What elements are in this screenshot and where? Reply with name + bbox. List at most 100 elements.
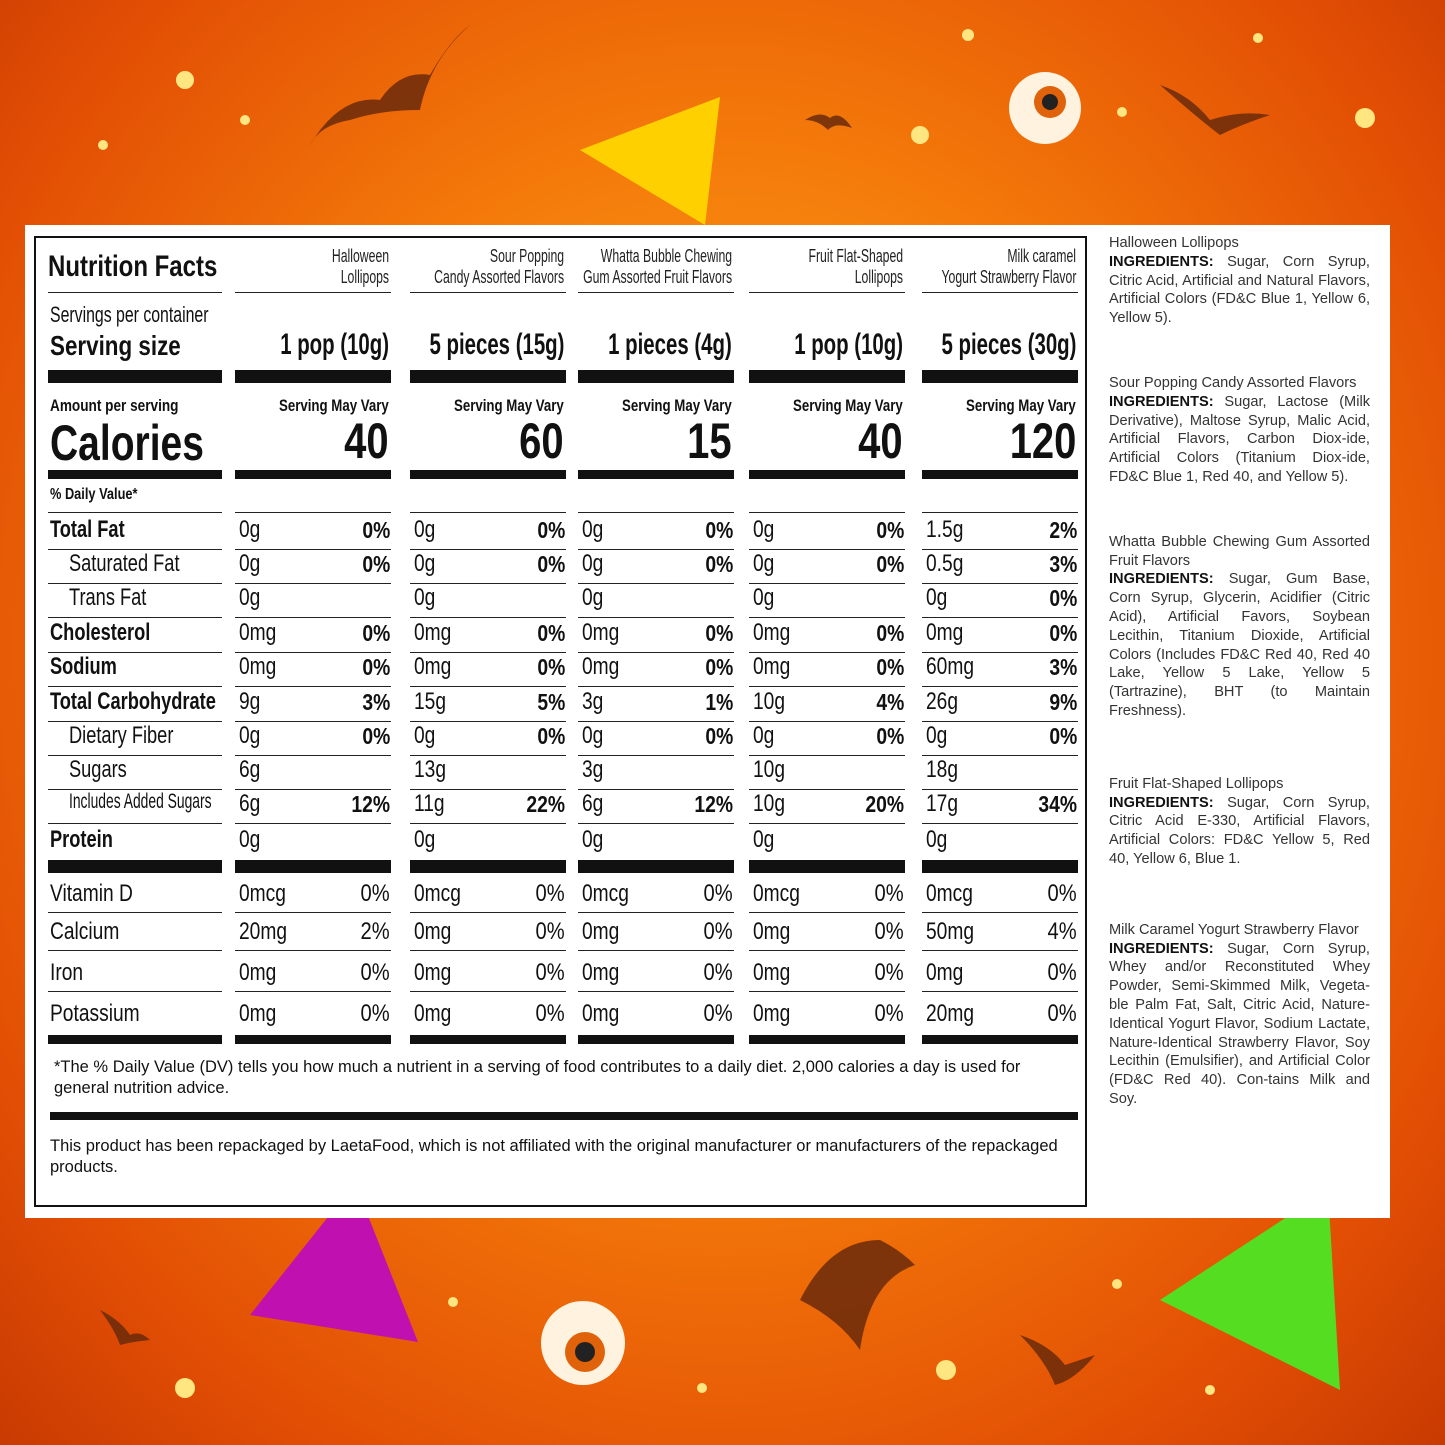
nutrient-daily-value-text: 0% bbox=[1049, 585, 1077, 611]
nutrient-daily-value: 0% bbox=[871, 551, 904, 578]
vitamin-daily-value: 0% bbox=[530, 880, 565, 908]
divider-line bbox=[235, 950, 391, 951]
ingredients-value: Sugar, Corn Syrup, Citric Acid, Artifici… bbox=[1109, 253, 1370, 327]
nutrient-label: Cholesterol bbox=[50, 619, 182, 647]
divider-bar bbox=[410, 470, 566, 479]
divider-line bbox=[410, 512, 566, 513]
vitamin-amount-text: 0mg bbox=[753, 1000, 791, 1027]
nutrient-daily-value: 0% bbox=[532, 654, 565, 681]
nutrient-label-text: Dietary Fiber bbox=[69, 722, 174, 749]
nutrient-amount: 0mg bbox=[753, 653, 800, 681]
nutrient-amount: 6g bbox=[239, 790, 266, 818]
nutrient-daily-value-text: 0% bbox=[705, 654, 733, 680]
product-name-text: Yogurt Strawberry Flavor bbox=[941, 267, 1076, 287]
ingredient-product-name: Sour Popping Candy Assorted Flavors bbox=[1109, 374, 1357, 391]
nutrient-amount-text: 0g bbox=[582, 584, 604, 611]
ingredient-block: Milk Caramel Yogurt Strawberry Flavor ING… bbox=[1109, 921, 1370, 1109]
nutrient-amount-text: 0g bbox=[239, 516, 261, 543]
nutrient-amount-text: 26g bbox=[926, 688, 959, 715]
vitamin-amount: 0mcg bbox=[753, 880, 812, 908]
ingredient-text: INGREDIENTS: Sugar, Gum Base, Corn Syrup… bbox=[1109, 570, 1370, 720]
nutrient-amount: 0g bbox=[239, 584, 266, 612]
divider-line bbox=[578, 789, 734, 790]
divider-line bbox=[749, 823, 905, 824]
daily-value-label: % Daily Value* bbox=[50, 486, 159, 504]
bat-icon bbox=[310, 25, 470, 145]
vitamin-daily-value-text: 2% bbox=[360, 918, 390, 945]
vitamin-amount-text: 0mcg bbox=[239, 880, 286, 907]
nutrient-daily-value-text: 0% bbox=[537, 551, 565, 577]
product-name: Yogurt Strawberry Flavor bbox=[878, 267, 1076, 288]
product-name: Lollipops bbox=[318, 267, 389, 288]
nutrient-amount: 0g bbox=[926, 722, 953, 750]
eyeball-icon bbox=[541, 1301, 625, 1385]
product-name: Milk caramel bbox=[975, 246, 1076, 267]
star-icon bbox=[175, 1378, 195, 1398]
nutrient-amount: 0mg bbox=[582, 619, 629, 647]
nutrient-amount-text: 0g bbox=[582, 550, 604, 577]
divider-line bbox=[235, 583, 391, 584]
vitamin-amount-text: 0mcg bbox=[414, 880, 461, 907]
divider-bar bbox=[235, 860, 391, 873]
ingredients-label: INGREDIENTS: bbox=[1109, 393, 1214, 410]
divider-line bbox=[922, 721, 1078, 722]
nutrient-amount: 0g bbox=[414, 584, 441, 612]
vitamin-daily-value: 0% bbox=[355, 880, 390, 908]
vitamin-label-text: Vitamin D bbox=[50, 880, 133, 907]
serving-size-label: Serving size bbox=[50, 330, 213, 362]
nutrient-daily-value-text: 0% bbox=[876, 723, 904, 749]
divider-line bbox=[922, 583, 1078, 584]
nutrient-daily-value: 0% bbox=[532, 620, 565, 647]
nutrient-amount: 0g bbox=[414, 550, 441, 578]
divider-line bbox=[749, 549, 905, 550]
nutrient-daily-value-text: 0% bbox=[537, 723, 565, 749]
nutrient-amount: 0g bbox=[239, 516, 266, 544]
nutrient-daily-value-text: 0% bbox=[876, 551, 904, 577]
vitamin-daily-value-text: 0% bbox=[535, 880, 565, 907]
vitamin-daily-value-text: 0% bbox=[535, 1000, 565, 1027]
nutrient-daily-value-text: 0% bbox=[876, 654, 904, 680]
nutrient-daily-value-text: 0% bbox=[1049, 620, 1077, 646]
divider-line bbox=[922, 686, 1078, 687]
serving-note-text: Serving May Vary bbox=[279, 396, 389, 415]
nutrient-daily-value: 3% bbox=[1044, 551, 1077, 578]
serving-size-value-text: 5 pieces (15g) bbox=[429, 328, 564, 361]
divider-bar bbox=[578, 1035, 734, 1044]
divider-line bbox=[410, 950, 566, 951]
vitamin-daily-value-text: 0% bbox=[703, 880, 733, 907]
divider-line bbox=[578, 549, 734, 550]
nutrient-amount: 0g bbox=[239, 826, 266, 854]
divider-bar bbox=[578, 860, 734, 873]
vitamin-daily-value-text: 0% bbox=[1047, 959, 1077, 986]
nutrient-daily-value-text: 0% bbox=[362, 723, 390, 749]
divider-line bbox=[48, 912, 222, 913]
divider-line bbox=[749, 991, 905, 992]
product-name: Lollipops bbox=[832, 267, 903, 288]
nutrient-amount: 6g bbox=[239, 756, 266, 784]
divider-line bbox=[48, 617, 222, 618]
vitamin-amount: 0mcg bbox=[926, 880, 985, 908]
calories-value-text: 40 bbox=[858, 413, 904, 469]
star-icon bbox=[176, 71, 194, 89]
nutrient-label: Total Carbohydrate bbox=[50, 688, 268, 716]
nutrient-amount: 3g bbox=[582, 756, 609, 784]
divider-line bbox=[749, 755, 905, 756]
nutrient-daily-value: 2% bbox=[1044, 517, 1077, 544]
servings-per-container-label-text: Servings per container bbox=[50, 302, 209, 327]
ingredient-text: INGREDIENTS: Sugar, Corn Syrup, Whey and… bbox=[1109, 940, 1370, 1109]
ingredient-product-name: Whatta Bubble Chewing Gum Assorted Fruit… bbox=[1109, 533, 1370, 569]
nutrient-amount-text: 0g bbox=[239, 722, 261, 749]
nutrient-label-text: Cholesterol bbox=[50, 619, 151, 646]
nutrient-label-text: Protein bbox=[50, 826, 113, 853]
serving-size-value: 1 pop (10g) bbox=[743, 328, 903, 362]
nutrient-amount-text: 0g bbox=[926, 584, 948, 611]
nutrient-amount: 0.5g bbox=[926, 550, 973, 578]
nutrient-amount-text: 0mg bbox=[582, 653, 620, 680]
divider-line bbox=[48, 549, 222, 550]
nutrient-label: Sodium bbox=[50, 653, 138, 681]
nutrient-amount-text: 0g bbox=[414, 516, 436, 543]
nutrient-amount: 0mg bbox=[582, 653, 629, 681]
nutrient-label-text: Total Fat bbox=[50, 516, 125, 543]
nutrient-daily-value-text: 12% bbox=[351, 791, 390, 817]
vitamin-amount-text: 0mg bbox=[414, 1000, 452, 1027]
